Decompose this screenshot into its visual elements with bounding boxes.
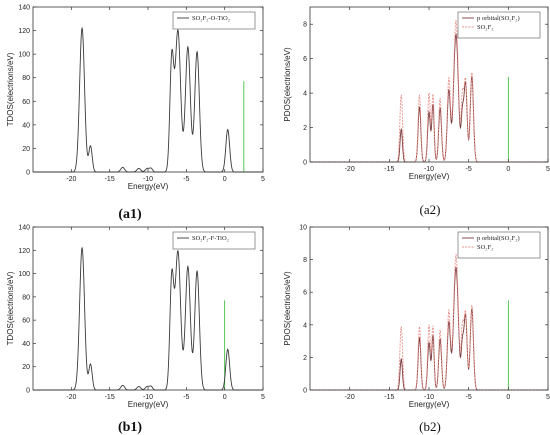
panel-caption: (a2)	[420, 202, 441, 217]
x-tick-label: -20	[66, 176, 76, 183]
legend: p orbital(SO₂F₂) SO₂F₂	[457, 231, 541, 259]
legend-label: SO₂F₂	[477, 24, 493, 31]
x-tick-label: -10	[424, 394, 434, 401]
panel-caption: (b2)	[419, 419, 441, 434]
x-tick-label: -20	[345, 394, 355, 401]
series-line-0	[310, 33, 548, 163]
x-tick-label: -15	[105, 176, 115, 183]
y-tick-label: 6	[303, 290, 307, 297]
panel-caption: (a1)	[118, 207, 142, 222]
y-tick-label: 140	[18, 225, 30, 232]
x-tick-label: -15	[105, 394, 115, 401]
series-line-0	[33, 246, 263, 391]
chart-b1: -20 -15 -10 -5 0 5 0 20 40 60 80 100 120 140 Energy(eV…	[6, 225, 265, 435]
x-tick-label: 5	[546, 394, 550, 401]
legend-label: SO₂F₂-O-TiO₂	[192, 15, 230, 22]
x-axis-label: Energy(eV)	[128, 182, 169, 191]
series-line-1	[310, 253, 548, 391]
y-tick-label: 2	[303, 355, 307, 362]
y-tick-label: 20	[22, 364, 30, 371]
chart-a1: -20 -15 -10 -5 0 5 0 20 40 60 80 100 120 140 Energy(eV…	[6, 5, 265, 223]
legend-box	[172, 11, 256, 30]
plot-frame	[32, 226, 264, 391]
legend: SO₂F₂-F-TiO₂	[172, 231, 256, 250]
y-tick-label: 80	[22, 75, 30, 82]
legend-label: SO₂F₂-F-TiO₂	[192, 235, 229, 242]
y-tick-label: 2	[303, 125, 307, 132]
y-axis-label: TDOS(electrions/eV)	[6, 52, 15, 126]
x-axis-label: Energy(eV)	[409, 400, 450, 409]
x-tick-label: -5	[466, 166, 472, 173]
x-tick-label: 5	[261, 176, 265, 183]
y-tick-label: 60	[22, 318, 30, 325]
y-tick-label: 20	[22, 146, 30, 153]
x-tick-label: 0	[506, 394, 510, 401]
x-tick-label: 0	[223, 394, 227, 401]
x-tick-label: -5	[183, 394, 189, 401]
legend-box	[457, 11, 541, 39]
y-tick-label: 120	[18, 248, 30, 255]
y-axis-label: PDOS(electrions/eV)	[283, 271, 292, 346]
y-tick-label: 100	[18, 52, 30, 59]
legend-label: p orbital(SO₂F₂)	[477, 15, 520, 22]
legend-label: SO₂F₂	[477, 244, 493, 251]
x-tick-label: -10	[143, 394, 153, 401]
legend-box	[457, 231, 541, 259]
y-tick-label: 0	[303, 388, 307, 395]
y-tick-label: 0	[26, 170, 30, 177]
x-tick-label: -10	[143, 176, 153, 183]
legend: SO₂F₂-O-TiO₂	[172, 11, 256, 30]
x-tick-label: -5	[466, 394, 472, 401]
x-tick-label: -15	[384, 394, 394, 401]
x-tick-label: 0	[223, 176, 227, 183]
series-line-1	[310, 19, 548, 163]
x-tick-label: 5	[261, 394, 265, 401]
x-tick-label: -20	[66, 394, 76, 401]
plot-frame	[32, 6, 264, 173]
legend-box	[172, 231, 256, 250]
y-tick-label: 8	[303, 22, 307, 29]
x-tick-label: 5	[546, 166, 550, 173]
y-tick-label: 140	[18, 5, 30, 12]
y-tick-label: 0	[26, 388, 30, 395]
y-tick-label: 8	[303, 257, 307, 264]
x-tick-label: -15	[384, 166, 394, 173]
x-axis-label: Energy(eV)	[128, 400, 169, 409]
y-tick-label: 40	[22, 122, 30, 129]
y-tick-label: 10	[299, 225, 307, 232]
series-line-0	[310, 266, 548, 391]
y-axis-label: TDOS(electrions/eV)	[6, 271, 15, 345]
y-tick-label: 120	[18, 28, 30, 35]
y-tick-label: 6	[303, 56, 307, 63]
y-tick-label: 0	[303, 160, 307, 167]
y-tick-label: 80	[22, 294, 30, 301]
chart-a2: -20 -15 -10 -5 0 5 0 2 4 6 8 Energy(eV) PDOS(electri…	[283, 6, 550, 217]
x-tick-label: 0	[506, 166, 510, 173]
x-tick-label: -10	[424, 166, 434, 173]
x-tick-label: -20	[345, 166, 355, 173]
y-tick-label: 100	[18, 271, 30, 278]
chart-b2: -20 -15 -10 -5 0 5 0 2 4 6 8 10 Energy(eV) PDOS(elect…	[283, 225, 550, 435]
y-axis-label: PDOS(electrions/eV)	[283, 47, 292, 122]
x-tick-label: -5	[183, 176, 189, 183]
legend-label: p orbital(SO₂F₂)	[477, 235, 520, 242]
y-tick-label: 4	[303, 322, 307, 329]
series-line-0	[33, 26, 263, 173]
y-tick-label: 4	[303, 91, 307, 98]
x-axis-label: Energy(eV)	[409, 172, 450, 181]
y-tick-label: 60	[22, 99, 30, 106]
y-tick-label: 40	[22, 341, 30, 348]
legend: p orbital(SO₂F₂) SO₂F₂	[457, 11, 541, 39]
panel-caption: (b1)	[118, 420, 142, 435]
